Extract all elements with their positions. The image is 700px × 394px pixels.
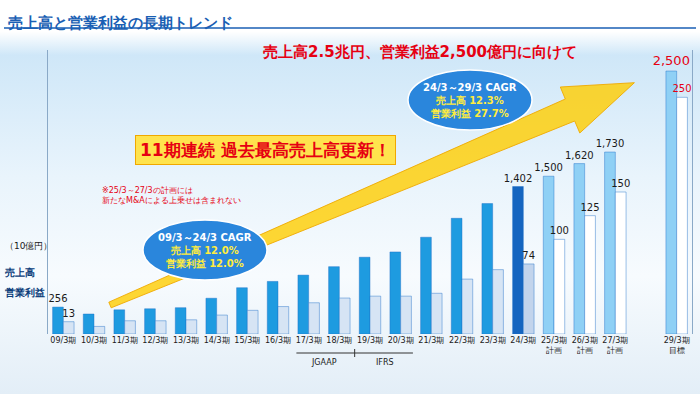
svg-text:12/3期: 12/3期 [142, 336, 168, 345]
svg-text:09/3期: 09/3期 [50, 336, 76, 345]
svg-text:1,402: 1,402 [504, 173, 533, 184]
svg-text:23/3期: 23/3期 [480, 336, 506, 345]
svg-text:売上高: 売上高 [5, 267, 35, 278]
svg-text:125: 125 [580, 202, 599, 213]
svg-text:27/3期計画: 27/3期計画 [602, 336, 628, 355]
svg-text:100: 100 [550, 225, 569, 236]
svg-text:24/3期: 24/3期 [510, 336, 536, 345]
svg-text:74: 74 [522, 250, 535, 261]
svg-text:18/3期: 18/3期 [326, 336, 352, 345]
svg-text:150: 150 [611, 178, 630, 189]
svg-text:250: 250 [672, 83, 691, 94]
svg-text:2,500: 2,500 [653, 53, 690, 68]
svg-text:※25/3～27/3の計画には新たなM&Aによる上乗せは含ま: ※25/3～27/3の計画には新たなM&Aによる上乗せは含まれない [102, 186, 241, 205]
svg-text:営業利益: 営業利益 [5, 287, 45, 298]
svg-text:29/3期目標: 29/3期目標 [664, 336, 690, 355]
svg-text:25/3期計画: 25/3期計画 [541, 336, 567, 355]
svg-text:26/3期計画: 26/3期計画 [572, 336, 598, 355]
svg-text:（10億円）: （10億円） [5, 241, 52, 251]
svg-text:売上高と営業利益の長期トレンド: 売上高と営業利益の長期トレンド [8, 14, 233, 32]
svg-text:11期連続 過去最高売上高更新！: 11期連続 過去最高売上高更新！ [140, 140, 391, 160]
svg-text:1,730: 1,730 [596, 138, 625, 149]
svg-text:10/3期: 10/3期 [81, 336, 107, 345]
svg-text:15/3期: 15/3期 [234, 336, 260, 345]
svg-text:24/3～29/3 CAGR売上高 12.3%営業利益 27: 24/3～29/3 CAGR売上高 12.3%営業利益 27.7% [423, 82, 517, 119]
svg-text:19/3期: 19/3期 [357, 336, 383, 345]
svg-text:13/3期: 13/3期 [173, 336, 199, 345]
svg-text:21/3期: 21/3期 [418, 336, 444, 345]
svg-text:JGAAP: JGAAP [311, 358, 337, 367]
svg-text:IFRS: IFRS [376, 358, 394, 367]
svg-text:1,620: 1,620 [565, 150, 594, 161]
svg-text:20/3期: 20/3期 [388, 336, 414, 345]
svg-text:13: 13 [62, 308, 75, 319]
svg-text:14/3期: 14/3期 [204, 336, 230, 345]
svg-text:09/3～24/3 CAGR売上高 12.0%営業利益 12: 09/3～24/3 CAGR売上高 12.0%営業利益 12.0% [158, 232, 252, 269]
svg-text:17/3期: 17/3期 [296, 336, 322, 345]
svg-text:16/3期: 16/3期 [265, 336, 291, 345]
svg-text:1,500: 1,500 [534, 162, 563, 173]
svg-text:256: 256 [48, 293, 67, 304]
svg-text:22/3期: 22/3期 [449, 336, 475, 345]
svg-text:11/3期: 11/3期 [112, 336, 138, 345]
svg-text:売上高2.5兆円、営業利益2,500億円に向けて: 売上高2.5兆円、営業利益2,500億円に向けて [263, 43, 577, 61]
